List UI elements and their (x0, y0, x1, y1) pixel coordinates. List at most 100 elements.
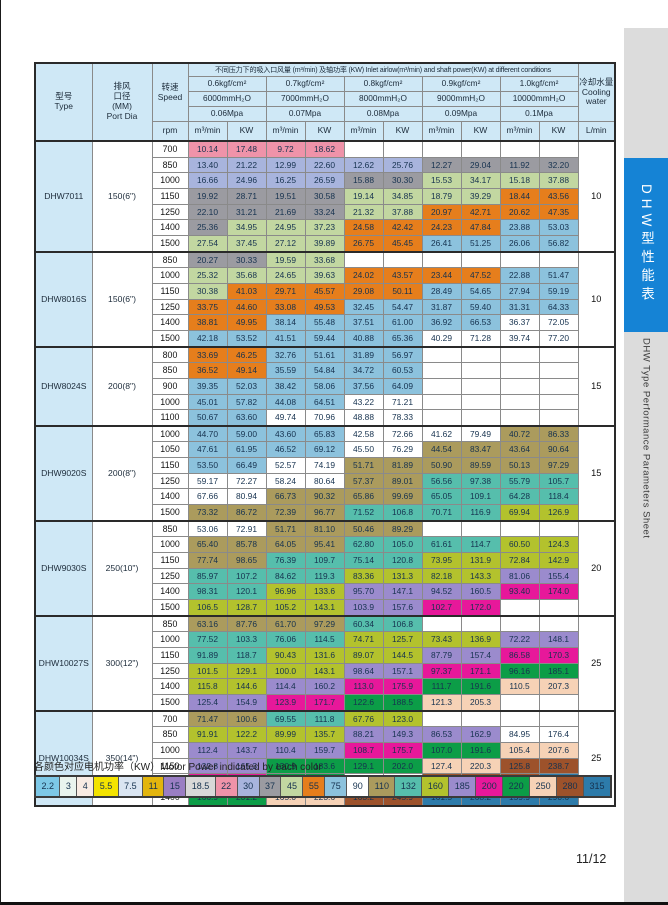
value-cell (499, 362, 540, 379)
value-cell: 84.62 (265, 567, 306, 585)
value-cell: 47.84 (460, 219, 501, 236)
value-cell: 144.6 (226, 678, 267, 695)
value-cell: 42.71 (460, 203, 501, 221)
value-cell: 86.72 (226, 504, 267, 522)
page-number: 11/12 (576, 852, 607, 866)
value-cell: 154.9 (226, 693, 267, 712)
value-cell: 50.90 (421, 457, 462, 474)
value-cell: 45.57 (304, 282, 345, 300)
value-cell: 60.50 (499, 536, 540, 554)
value-cell: 12.62 (343, 156, 384, 174)
rpm-cell: 1150 (151, 282, 189, 300)
value-cell: 88.21 (343, 726, 384, 743)
value-cell: 39.63 (304, 267, 345, 284)
value-cell: 31.89 (343, 345, 384, 364)
value-cell: 89.01 (382, 472, 423, 490)
value-cell: 64.09 (382, 377, 423, 395)
table-row: 1250 85.97 107.2 84.62 119.3 83.36 131.3 82.18 1… (35, 567, 615, 585)
value-cell: 26.75 (343, 234, 384, 253)
value-cell: 44.60 (226, 298, 267, 316)
value-cell (538, 709, 579, 728)
value-cell: 24.65 (265, 267, 306, 284)
value-cell: 175.9 (382, 678, 423, 695)
port-dia-cell: 150(6") (91, 250, 153, 348)
header-power-unit: KW (460, 121, 501, 142)
value-cell: 114.5 (304, 631, 345, 648)
legend-swatch: 45 (280, 777, 303, 796)
value-cell: 118.7 (226, 647, 267, 664)
value-cell (460, 250, 501, 269)
legend-swatch: 315 (583, 777, 610, 796)
value-cell (421, 519, 462, 538)
value-cell: 31.87 (421, 298, 462, 316)
value-cell: 105.0 (382, 536, 423, 554)
value-cell: 73.43 (421, 631, 462, 648)
rpm-cell: 1400 (151, 219, 189, 236)
value-cell: 157.6 (382, 599, 423, 617)
value-cell: 132.8 (187, 757, 228, 775)
table-body: DHW7011 150(6") 700 10.14 17.48 9.72 18.62 10 85… (34, 139, 616, 807)
value-cell: 220.3 (460, 757, 501, 775)
value-cell: 157.1 (382, 662, 423, 680)
value-cell: 52.57 (265, 457, 306, 474)
table-row: 1150 19.92 28.71 19.51 30.58 19.14 34.85 18.79 3… (35, 187, 615, 205)
value-cell (538, 345, 579, 364)
value-cell (460, 709, 501, 728)
header-pressure-mmh2o: 6000mmH₂O (187, 91, 267, 107)
value-cell: 26.41 (421, 234, 462, 253)
table-row: 1150 91.89 118.7 90.43 131.6 89.07 144.5 87.79 1… (35, 647, 615, 664)
value-cell: 50.67 (187, 409, 228, 427)
value-cell: 89.99 (265, 726, 306, 743)
value-cell (499, 139, 540, 158)
rpm-cell: 850 (151, 614, 189, 633)
rpm-cell: 1500 (151, 599, 189, 617)
value-cell: 75.14 (343, 552, 384, 569)
value-cell (538, 519, 579, 538)
rpm-cell: 1400 (151, 583, 189, 601)
value-cell: 13.40 (187, 156, 228, 174)
value-cell: 18.79 (421, 187, 462, 205)
table-row: 1400 98.31 120.1 96.96 133.6 95.70 147.1 94.52 1… (35, 583, 615, 601)
rpm-cell: 1150 (151, 457, 189, 474)
legend-swatch: 30 (236, 777, 259, 796)
header-model: 型号 Type (34, 62, 93, 142)
value-cell: 50.46 (343, 519, 384, 538)
value-cell: 131.9 (460, 552, 501, 569)
value-cell: 25.32 (187, 267, 228, 284)
value-cell: 113.0 (343, 678, 384, 695)
value-cell: 15.88 (343, 172, 384, 189)
value-cell: 176.4 (538, 726, 579, 743)
legend-swatch: 2.2 (36, 777, 60, 796)
value-cell: 110.5 (499, 678, 540, 695)
value-cell: 24.58 (343, 219, 384, 236)
value-cell: 98.65 (226, 552, 267, 569)
legend-title: 各颜色对应电机功率（KW）Motor Power indicated by ea… (34, 762, 322, 773)
legend-swatch: 15 (163, 777, 186, 796)
value-cell: 39.35 (187, 377, 228, 395)
legend-swatch: 75 (324, 777, 347, 796)
value-cell (421, 362, 462, 379)
value-cell: 175.7 (382, 741, 423, 759)
value-cell: 107.2 (226, 567, 267, 585)
value-cell: 143.7 (226, 741, 267, 759)
value-cell: 131.6 (304, 647, 345, 664)
rpm-cell: 1000 (151, 424, 189, 443)
value-cell: 74.19 (304, 457, 345, 474)
model-type-cell: DHW8024S (34, 345, 93, 427)
value-cell: 30.33 (226, 250, 267, 269)
value-cell (538, 599, 579, 617)
value-cell: 160.5 (460, 583, 501, 601)
value-cell: 71.21 (382, 393, 423, 411)
value-cell: 44.70 (187, 424, 228, 443)
value-cell: 37.45 (226, 234, 267, 253)
header-port: 排风 口径 (MM) Port Dia (91, 62, 153, 142)
value-cell: 90.64 (538, 441, 579, 459)
table-row: DHW10027S 300(12") 850 63.16 87.76 61.70 97.29… (34, 614, 616, 712)
rpm-cell: 850 (151, 362, 189, 379)
value-cell: 22.88 (499, 267, 540, 284)
header-power-unit: KW (382, 121, 423, 142)
value-cell: 70.71 (421, 504, 462, 522)
value-cell: 71.28 (460, 329, 501, 348)
value-cell: 54.84 (304, 362, 345, 379)
legend-swatch: 5.5 (93, 777, 118, 796)
